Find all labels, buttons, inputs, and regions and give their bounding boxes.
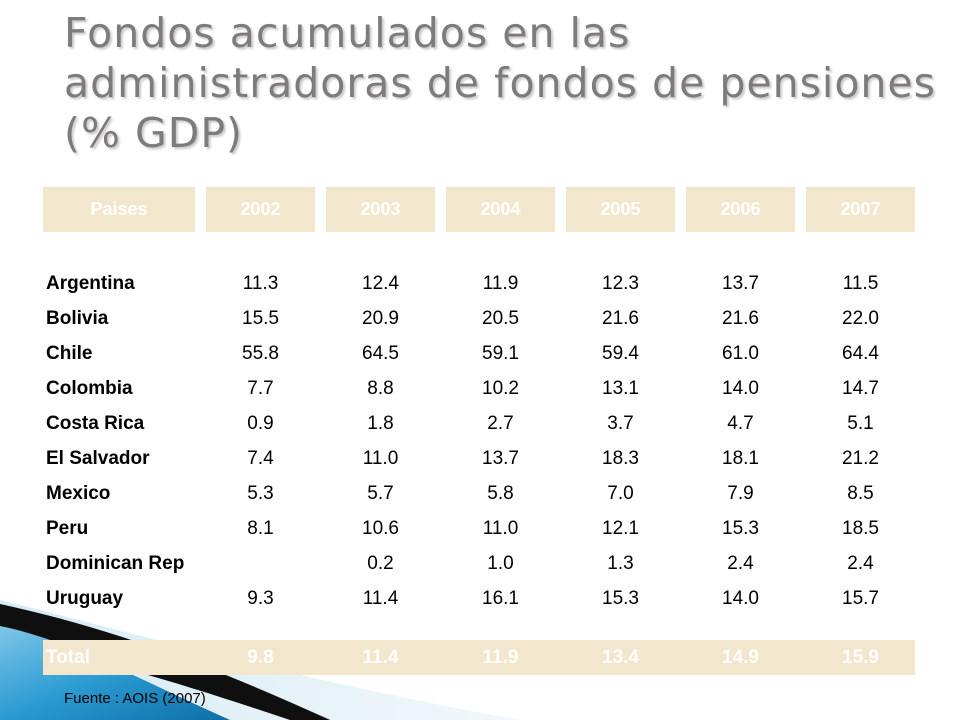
country-name: Dominican Rep [46,553,185,574]
source-note: Fuente : AOIS (2007) [64,690,206,707]
value-2005: 12.3 [602,273,639,294]
value-2007: 64.4 [842,343,879,364]
country-name: Mexico [46,483,111,504]
value-2005: 13.1 [602,378,639,399]
value-2007: 5.1 [847,413,874,434]
slide-title: Fondos acumulados en las administradoras… [64,9,936,157]
value-2003: 11.4 [362,588,399,609]
table-row-costa-rica: Costa Rica 0.9 1.8 2.7 3.7 4.7 5.1 [0,406,960,441]
value-2006: 2.4 [727,553,754,574]
value-2007: 2.4 [847,553,874,574]
value-2003: 0.2 [367,553,394,574]
country-name: Peru [46,518,89,539]
value-2003: 5.7 [367,483,394,504]
value-2005: 59.4 [602,343,639,364]
country-name: Chile [46,343,93,364]
value-2002: 7.7 [247,378,274,399]
table-row-uruguay: Uruguay 9.3 11.4 16.1 15.3 14.0 15.7 [0,581,960,616]
header-2005: 2005 [566,187,675,232]
value-2005: 7.0 [607,483,634,504]
value-2004: 5.8 [487,483,514,504]
country-name: Argentina [46,273,135,294]
value-2004: 59.1 [482,343,519,364]
value-2003: 8.8 [367,378,394,399]
value-2002: 8.1 [247,518,274,539]
table-row-peru: Peru 8.1 10.6 11.0 12.1 15.3 18.5 [0,511,960,546]
country-name: Costa Rica [46,413,145,434]
value-2002: 7.4 [247,448,274,469]
header-2002: 2002 [206,187,315,232]
table-row-chile: Chile 55.8 64.5 59.1 59.4 61.0 64.4 [0,336,960,371]
value-2005: 15.3 [602,588,639,609]
value-2007: 18.5 [842,518,879,539]
value-2006: 15.3 [722,518,759,539]
value-2003: 20.9 [362,308,399,329]
value-2003: 64.5 [362,343,399,364]
value-2006: 14.0 [722,378,759,399]
total-2003: 11.4 [362,647,399,668]
value-2004: 11.9 [482,273,519,294]
value-2007: 21.2 [842,448,879,469]
value-2006: 13.7 [722,273,759,294]
table-row-bolivia: Bolivia 15.5 20.9 20.5 21.6 21.6 22.0 [0,301,960,336]
header-2006: 2006 [686,187,795,232]
value-2005: 3.7 [607,413,634,434]
table-row-argentina: Argentina 11.3 12.4 11.9 12.3 13.7 11.5 [0,266,960,301]
header-2003: 2003 [326,187,435,232]
value-2004: 13.7 [482,448,519,469]
value-2003: 12.4 [362,273,399,294]
value-2004: 1.0 [487,553,514,574]
value-2002 [206,546,315,581]
value-2006: 61.0 [722,343,759,364]
table-row-dominican-rep: Dominican Rep 0.2 1.0 1.3 2.4 2.4 [0,546,960,581]
total-2002: 9.8 [247,647,274,668]
table-total-row: Total 9.8 11.4 11.9 13.4 14.9 15.9 [43,640,915,675]
country-name: Colombia [46,378,133,399]
value-2006: 4.7 [727,413,754,434]
total-2005: 13.4 [602,647,639,668]
value-2003: 10.6 [362,518,399,539]
value-2002: 0.9 [247,413,274,434]
total-2007: 15.9 [842,647,879,668]
value-2007: 22.0 [842,308,879,329]
table-row-mexico: Mexico 5.3 5.7 5.8 7.0 7.9 8.5 [0,476,960,511]
value-2007: 8.5 [847,483,874,504]
value-2006: 14.0 [722,588,759,609]
country-name: Uruguay [46,588,124,609]
value-2006: 18.1 [722,448,759,469]
value-2004: 10.2 [482,378,519,399]
value-2007: 14.7 [842,378,879,399]
value-2005: 21.6 [602,308,639,329]
value-2005: 12.1 [602,518,639,539]
table-row-el-salvador: El Salvador 7.4 11.0 13.7 18.3 18.1 21.2 [0,441,960,476]
value-2003: 11.0 [362,448,399,469]
value-2002: 9.3 [247,588,274,609]
country-name: El Salvador [46,448,150,469]
value-2002: 5.3 [247,483,274,504]
value-2006: 7.9 [727,483,754,504]
value-2006: 21.6 [722,308,759,329]
header-paises: Paises [43,187,195,232]
total-2004: 11.9 [482,647,519,668]
table-row-colombia: Colombia 7.7 8.8 10.2 13.1 14.0 14.7 [0,371,960,406]
value-2004: 20.5 [482,308,519,329]
value-2002: 15.5 [242,308,279,329]
country-name: Bolivia [46,308,109,329]
total-2006: 14.9 [722,647,759,668]
value-2007: 11.5 [842,273,879,294]
value-2004: 11.0 [482,518,519,539]
value-2007: 15.7 [842,588,879,609]
value-2004: 16.1 [482,588,519,609]
value-2002: 11.3 [242,273,279,294]
value-2005: 18.3 [602,448,639,469]
total-label: Total [46,647,90,668]
value-2002: 55.8 [242,343,279,364]
header-2004: 2004 [446,187,555,232]
header-2007: 2007 [806,187,915,232]
value-2003: 1.8 [367,413,394,434]
value-2005: 1.3 [607,553,634,574]
value-2004: 2.7 [487,413,514,434]
